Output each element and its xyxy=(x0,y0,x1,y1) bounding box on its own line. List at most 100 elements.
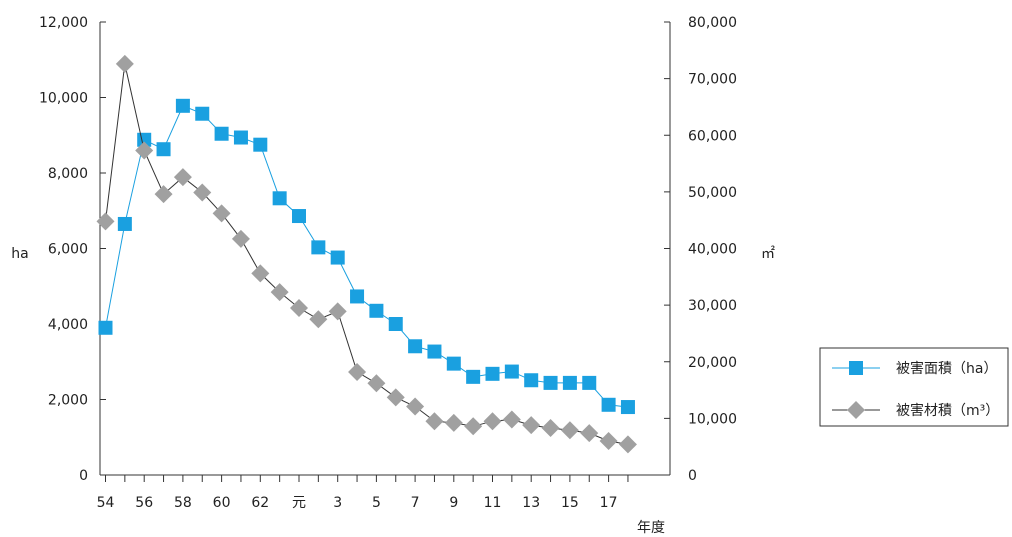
series-point-volume xyxy=(618,435,637,454)
series-point-volume xyxy=(367,374,386,393)
series-point-volume xyxy=(154,185,173,204)
y-right-tick-label: 0 xyxy=(688,468,697,484)
series-point-area xyxy=(292,209,306,224)
series-point-volume xyxy=(560,421,579,440)
y-left-axis-label: ha xyxy=(11,246,28,262)
legend-marker-volume xyxy=(847,401,865,419)
series-point-area xyxy=(175,98,190,113)
series-point-area xyxy=(466,369,481,384)
series-point-area xyxy=(524,373,539,388)
y-right-tick-label: 70,000 xyxy=(688,72,737,88)
x-tick-label: 56 xyxy=(135,495,153,511)
series-point-volume xyxy=(231,229,250,248)
y-right-tick-label: 40,000 xyxy=(688,242,737,258)
x-tick-label: 58 xyxy=(174,495,192,511)
legend-marker-area xyxy=(849,361,863,375)
series-point-area xyxy=(620,400,635,415)
series-point-volume xyxy=(173,168,192,187)
y-left-tick-label: 2,000 xyxy=(48,393,88,409)
series-point-volume xyxy=(464,417,483,436)
series-point-volume xyxy=(348,362,367,381)
y-right-tick-label: 10,000 xyxy=(688,411,737,427)
right-axis-ticks: 0 10,000 20,000 30,000 40,000 50,000 60,000 70,… xyxy=(664,15,737,484)
series-point-volume xyxy=(599,432,618,451)
y-right-tick-label: 80,000 xyxy=(688,15,737,31)
x-tick-label: 9 xyxy=(449,495,458,511)
series-point-area xyxy=(350,289,365,304)
series-point-area xyxy=(601,397,616,412)
series-point-area xyxy=(408,339,423,354)
series-point-area xyxy=(369,303,384,318)
y-right-tick-label: 20,000 xyxy=(688,355,737,371)
x-tick-label: 11 xyxy=(484,495,502,511)
series-point-area xyxy=(214,126,229,141)
series-point-volume xyxy=(135,141,154,160)
series-point-area xyxy=(98,320,113,335)
series-point-volume xyxy=(386,388,405,407)
series-point-area xyxy=(543,375,558,390)
series-point-volume xyxy=(193,183,212,202)
series-point-area xyxy=(195,106,210,121)
y-right-tick-label: 30,000 xyxy=(688,298,737,314)
series-point-volume xyxy=(580,424,599,443)
y-right-tick-label: 60,000 xyxy=(688,128,737,144)
series-line-area xyxy=(105,105,629,408)
series-point-volume xyxy=(483,412,502,431)
series-area xyxy=(96,54,637,454)
y-left-tick-label: 0 xyxy=(79,468,88,484)
y-left-tick-label: 10,000 xyxy=(39,91,88,107)
series-point-area xyxy=(562,375,577,390)
x-tick-label: 54 xyxy=(97,495,115,511)
x-tick-label: 15 xyxy=(561,495,579,511)
series-point-volume xyxy=(425,412,444,431)
series-point-area xyxy=(504,364,519,379)
series-line-volume xyxy=(105,63,629,445)
series-point-volume xyxy=(502,410,521,429)
y-right-tick-label: 50,000 xyxy=(688,185,737,201)
x-tick-label: 元 xyxy=(292,495,306,511)
left-axis-ticks: 0 2,000 4,000 6,000 8,000 10,000 12,000 xyxy=(39,15,106,484)
series-point-area xyxy=(388,317,403,331)
series-point-volume xyxy=(444,413,463,432)
series-point-area xyxy=(330,250,345,265)
series-point-volume xyxy=(522,416,541,435)
series-point-area xyxy=(485,366,500,381)
axes xyxy=(99,22,671,476)
series-point-area xyxy=(582,375,597,390)
series-point-volume xyxy=(406,397,425,416)
series-point-area xyxy=(311,240,326,255)
x-tick-label: 5 xyxy=(372,495,381,511)
series-point-volume xyxy=(212,204,231,223)
series-point-volume xyxy=(309,310,328,329)
legend: 被害面積（ha） 被害材積（m³） xyxy=(819,347,1009,427)
y-left-tick-label: 4,000 xyxy=(48,317,88,333)
series-point-volume xyxy=(328,302,347,321)
series-point-volume xyxy=(290,298,308,317)
series-point-volume xyxy=(270,283,289,302)
series-point-area xyxy=(117,216,132,231)
series-point-area xyxy=(253,137,268,152)
legend-label-volume: 被害材積（m³） xyxy=(896,403,999,419)
x-tick-label: 3 xyxy=(333,495,342,511)
x-tick-label: 13 xyxy=(522,495,540,511)
x-tick-label: 7 xyxy=(411,495,420,511)
y-right-axis-label: ㎡ xyxy=(761,246,775,262)
series-point-area xyxy=(272,191,287,206)
x-axis-ticks: 54 56 58 60 62 元 3 5 7 9 11 13 15 17 xyxy=(97,475,629,511)
x-tick-label: 60 xyxy=(213,495,231,511)
series-point-area xyxy=(233,130,248,145)
legend-label-area: 被害面積（ha） xyxy=(896,361,997,377)
y-left-tick-label: 12,000 xyxy=(39,15,88,31)
series-point-volume xyxy=(96,212,115,231)
series-point-area xyxy=(156,142,171,157)
series-point-volume xyxy=(251,264,270,283)
series-point-area xyxy=(446,356,461,371)
y-left-tick-label: 6,000 xyxy=(48,242,88,258)
series-point-volume xyxy=(115,54,134,73)
series-point-area xyxy=(427,344,442,359)
y-left-tick-label: 8,000 xyxy=(48,166,88,182)
x-tick-label: 62 xyxy=(251,495,269,511)
x-tick-label: 17 xyxy=(600,495,618,511)
series-point-volume xyxy=(541,419,560,438)
